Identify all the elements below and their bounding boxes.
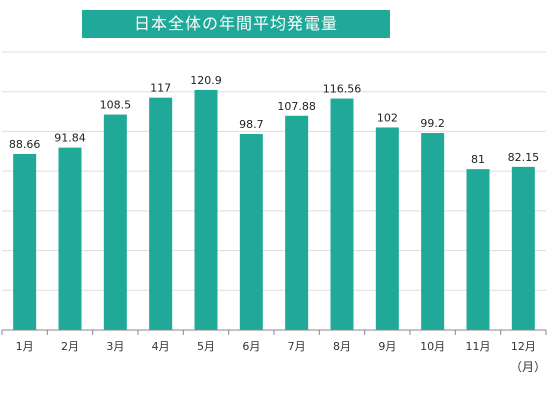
x-tick-label: 4月: [152, 340, 170, 353]
bar: [466, 169, 490, 330]
x-tick-label: 3月: [106, 340, 124, 353]
data-label: 117: [150, 82, 171, 95]
data-label: 108.5: [100, 99, 132, 112]
x-tick-label: 10月: [420, 340, 445, 353]
bar: [13, 153, 37, 330]
data-label: 81: [471, 153, 485, 166]
data-label: 116.56: [323, 83, 362, 96]
x-tick-label: 12月: [511, 340, 536, 353]
bar: [149, 97, 173, 331]
bar: [330, 98, 354, 331]
bar: [103, 114, 127, 330]
data-label: 99.2: [420, 117, 445, 130]
x-axis-unit-label: （月）: [510, 360, 547, 374]
x-tick-label: 9月: [378, 340, 396, 353]
data-label: 98.7: [239, 118, 264, 131]
x-tick-label: 8月: [333, 340, 351, 353]
data-label: 102: [377, 111, 398, 124]
bar: [285, 115, 309, 330]
x-tick-label: 7月: [288, 340, 306, 353]
data-label: 88.66: [9, 138, 41, 151]
bar: [375, 127, 399, 330]
chart-title: 日本全体の年間平均発電量: [82, 10, 390, 38]
bar: [239, 134, 263, 330]
data-label: 107.88: [277, 100, 316, 113]
bar: [511, 166, 535, 330]
x-tick-label: 1月: [16, 340, 34, 353]
data-label: 82.15: [508, 151, 540, 164]
x-tick-label: 5月: [197, 340, 215, 353]
x-tick-label: 6月: [242, 340, 260, 353]
bar: [421, 133, 445, 330]
x-tick-label: 2月: [61, 340, 79, 353]
data-label: 91.84: [54, 132, 86, 145]
bar: [58, 147, 82, 330]
bar: [194, 89, 218, 330]
x-tick-label: 11月: [466, 340, 491, 353]
data-label: 120.9: [190, 74, 222, 87]
